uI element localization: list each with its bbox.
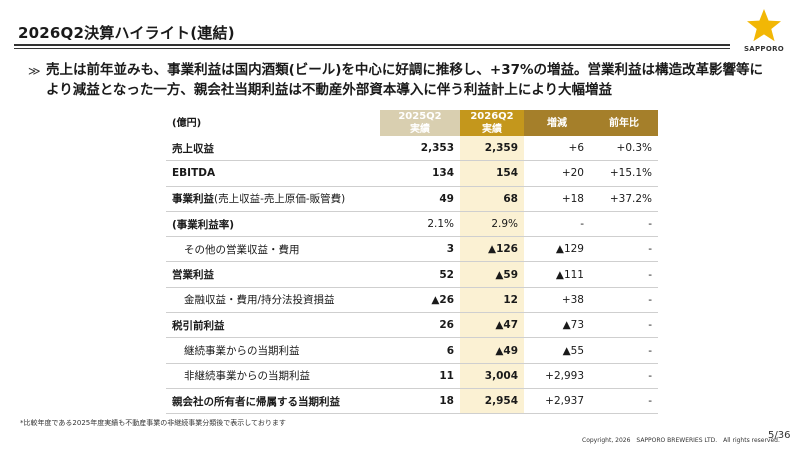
cell-cur: 12 — [460, 287, 524, 314]
row-label: 税引前利益 — [166, 312, 380, 339]
cell-change: ▲55 — [524, 337, 590, 364]
table-row: 事業利益(売上収益-売上原価-販管費) 49 68 +18 +37.2% — [166, 186, 658, 212]
cell-cur: ▲126 — [460, 236, 524, 263]
table-row: (事業利益率) 2.1% 2.9% - - — [166, 211, 658, 238]
row-label: 継続事業からの当期利益 — [166, 337, 380, 364]
cell-change: ▲111 — [524, 261, 590, 288]
cell-cur: 68 — [460, 186, 524, 212]
cell-yoy: - — [590, 261, 658, 288]
cell-cur: 3,004 — [460, 363, 524, 389]
table-row: 営業利益 52 ▲59 ▲111 - — [166, 261, 658, 288]
header-yoy: 前年比 — [590, 110, 658, 136]
bullet-chevron-icon: ≫ — [28, 64, 41, 78]
sapporo-logo: SAPPORO — [742, 8, 786, 58]
cell-yoy: +0.3% — [590, 136, 658, 162]
cell-cur: 154 — [460, 160, 524, 187]
cell-yoy: - — [590, 337, 658, 364]
table-row: 継続事業からの当期利益 6 ▲49 ▲55 - — [166, 337, 658, 364]
header-2026q2: 2026Q2 実績 — [460, 110, 524, 136]
cell-yoy: - — [590, 287, 658, 314]
header-2025q2-actual: 実績 — [410, 124, 430, 135]
cell-change: +2,993 — [524, 363, 590, 389]
row-label: その他の営業収益・費用 — [166, 236, 380, 263]
cell-cur: ▲59 — [460, 261, 524, 288]
star-icon — [747, 9, 781, 42]
cell-change: +38 — [524, 287, 590, 314]
footnote: *比較年度である2025年度実績も不動産事業の非継続事業分類後で表示しております — [20, 419, 286, 427]
header-2025q2: 2025Q2 実績 — [380, 110, 460, 136]
cell-change: +20 — [524, 160, 590, 187]
cell-prev: 18 — [380, 388, 460, 415]
table-row: 税引前利益 26 ▲47 ▲73 - — [166, 312, 658, 339]
title-divider — [14, 44, 730, 46]
cell-yoy: - — [590, 236, 658, 263]
summary-text: 売上は前年並みも、事業利益は国内酒類(ビール)を中心に好調に推移し、+37%の増… — [46, 62, 764, 98]
header-2026q2-actual: 実績 — [482, 124, 502, 135]
cell-yoy: - — [590, 312, 658, 339]
page-title: 2026Q2決算ハイライト(連結) — [18, 24, 235, 42]
cell-prev: 134 — [380, 160, 460, 187]
cell-prev: 3 — [380, 236, 460, 263]
row-label: 営業利益 — [166, 261, 380, 288]
cell-change: +6 — [524, 136, 590, 162]
page-number: 5/36 — [768, 430, 791, 441]
cell-yoy: - — [590, 388, 658, 415]
unit-label: (億円) — [172, 117, 202, 129]
header-2026q2-period: 2026Q2 — [470, 111, 514, 122]
cell-change: - — [524, 211, 590, 238]
cell-change: +2,937 — [524, 388, 590, 415]
cell-prev: 2,353 — [380, 136, 460, 162]
table-row: 非継続事業からの当期利益 11 3,004 +2,993 - — [166, 363, 658, 389]
table-row: 金融収益・費用/持分法投資損益 ▲26 12 +38 - — [166, 287, 658, 314]
cell-prev: 26 — [380, 312, 460, 339]
row-label: 親会社の所有者に帰属する当期利益 — [166, 388, 380, 415]
cell-change: +18 — [524, 186, 590, 212]
cell-cur: ▲47 — [460, 312, 524, 339]
cell-change: ▲129 — [524, 236, 590, 263]
table-row: 売上収益 2,353 2,359 +6 +0.3% — [166, 136, 658, 162]
table-row: EBITDA 134 154 +20 +15.1% — [166, 160, 658, 187]
table-row: 親会社の所有者に帰属する当期利益 18 2,954 +2,937 - — [166, 388, 658, 415]
header-2025q2-period: 2025Q2 — [398, 111, 442, 122]
cell-cur: 2,359 — [460, 136, 524, 162]
cell-prev: 52 — [380, 261, 460, 288]
cell-cur: 2.9% — [460, 211, 524, 238]
title-divider-thin — [14, 48, 730, 49]
cell-yoy: - — [590, 211, 658, 238]
cell-prev: 6 — [380, 337, 460, 364]
logo-text: SAPPORO — [743, 45, 785, 53]
cell-change: ▲73 — [524, 312, 590, 339]
cell-yoy: +37.2% — [590, 186, 658, 212]
table-row: その他の営業収益・費用 3 ▲126 ▲129 - — [166, 236, 658, 263]
row-label: 金融収益・費用/持分法投資損益 — [166, 287, 380, 314]
cell-prev: 2.1% — [380, 211, 460, 238]
row-label-note: (売上収益-売上原価-販管費) — [214, 193, 346, 206]
cell-cur: ▲49 — [460, 337, 524, 364]
copyright: Copyright, 2026 SAPPORO BREWERIES LTD. A… — [582, 437, 780, 444]
row-label: 事業利益(売上収益-売上原価-販管費) — [166, 186, 380, 212]
header-change: 増減 — [524, 110, 590, 136]
cell-yoy: +15.1% — [590, 160, 658, 187]
row-label: (事業利益率) — [166, 211, 380, 238]
cell-prev: 49 — [380, 186, 460, 212]
cell-prev: 11 — [380, 363, 460, 389]
row-label: 非継続事業からの当期利益 — [166, 363, 380, 389]
row-label-text: 事業利益 — [172, 193, 214, 206]
cell-prev: ▲26 — [380, 287, 460, 314]
cell-yoy: - — [590, 363, 658, 389]
row-label: EBITDA — [166, 160, 380, 187]
table-header: (億円) 2025Q2 実績 2026Q2 実績 増減 前年比 — [166, 110, 658, 136]
cell-cur: 2,954 — [460, 388, 524, 415]
row-label: 売上収益 — [166, 136, 380, 162]
financial-table: (億円) 2025Q2 実績 2026Q2 実績 増減 前年比 売上収益 2,3… — [166, 110, 658, 415]
